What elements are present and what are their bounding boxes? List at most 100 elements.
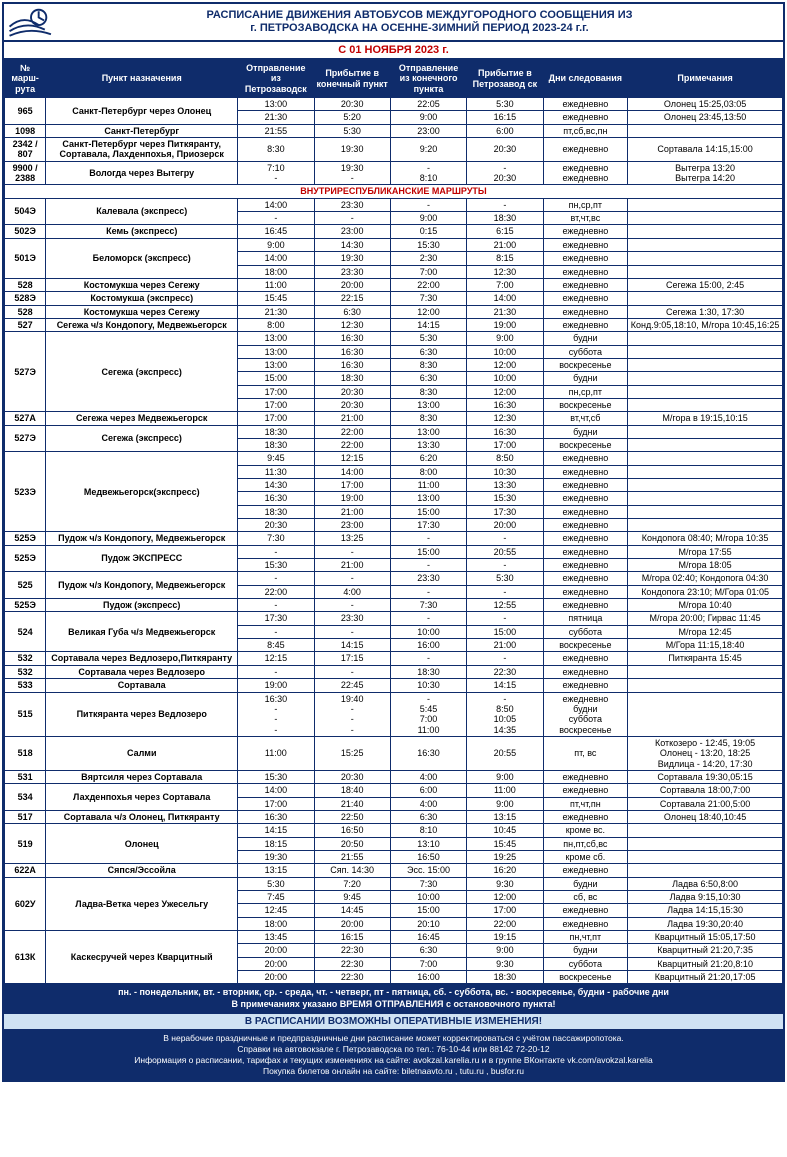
table-row: 502ЭКемь (экспресс)16:4523:000:156:15еже… <box>5 225 783 238</box>
cell <box>628 465 783 478</box>
table-row: 534Лахденпохья через Сортавала14:0018:40… <box>5 784 783 797</box>
cell: 504Э <box>5 198 46 225</box>
cell: 22:50 <box>314 810 390 823</box>
cell: Кондопога 23:10; М/Гора 01:05 <box>628 585 783 598</box>
cell: 15:30 <box>467 492 543 505</box>
cell: 19:00 <box>238 679 314 692</box>
cell: - <box>238 625 314 638</box>
cell: 6:00 <box>390 784 466 797</box>
cell: 6:00 <box>467 124 543 137</box>
cell: 12:45 <box>238 904 314 917</box>
cell: Сегежа 1:30, 17:30 <box>628 305 783 318</box>
cell: Пудож ч/з Кондопогу, Медвежьегорск <box>46 532 238 545</box>
cell: - <box>467 532 543 545</box>
cell <box>628 837 783 850</box>
col-dep2: Отправление из конечного пункта <box>390 60 466 98</box>
cell: 23:30 <box>390 572 466 585</box>
cell: 17:00 <box>467 904 543 917</box>
table-row: 613ККаскесручей через Кварцитный13:4516:… <box>5 931 783 944</box>
cell: Питкяранта 15:45 <box>628 652 783 665</box>
cell: кроме вс. <box>543 824 628 837</box>
cell: 10:00 <box>390 891 466 904</box>
cell: 16:15 <box>314 931 390 944</box>
cell: ежедневно <box>543 585 628 598</box>
table-row: 518Салми11:0015:2516:3020:55пт, всКоткоз… <box>5 736 783 770</box>
cell: 9:00 <box>467 944 543 957</box>
cell: 8:00 <box>238 318 314 331</box>
cell: пн,ср,пт <box>543 385 628 398</box>
cell: Костомукша через Сегежу <box>46 278 238 291</box>
cell: 12:30 <box>467 265 543 278</box>
cell: 21:55 <box>238 124 314 137</box>
cell: ежедневно <box>543 479 628 492</box>
col-dest: Пункт назначения <box>46 60 238 98</box>
cell: ежедневно <box>543 679 628 692</box>
cell: 9:00 <box>467 770 543 783</box>
cell: - <box>467 198 543 211</box>
cell: 20:00 <box>314 278 390 291</box>
cell <box>628 252 783 265</box>
cell: 22:45 <box>314 679 390 692</box>
cell: ежедневно <box>543 864 628 877</box>
cell: 22:05 <box>390 98 466 111</box>
cell: Медвежьегорск(экспресс) <box>46 452 238 532</box>
cell: Каскесручей через Кварцитный <box>46 931 238 984</box>
cell: Пудож (экспресс) <box>46 599 238 612</box>
cell: 6:30 <box>390 810 466 823</box>
cell: 532 <box>5 665 46 678</box>
cell: 525Э <box>5 599 46 612</box>
footer-info: В нерабочие праздничные и предпраздничны… <box>4 1030 783 1080</box>
cell: 16:50 <box>314 824 390 837</box>
col-dep: Отправление из Петрозаводск <box>238 60 314 98</box>
cell: - <box>238 545 314 558</box>
table-row: 602УЛадва-Ветка через Ужесельгу5:307:207… <box>5 877 783 890</box>
table-row: 525ЭПудож (экспресс)--7:3012:55ежедневно… <box>5 599 783 612</box>
cell: 5:20 <box>314 111 390 124</box>
cell: 8:50 <box>467 452 543 465</box>
cell: 21:30 <box>238 305 314 318</box>
table-row: 527ЭСегежа (экспресс)13:0016:305:309:00б… <box>5 332 783 345</box>
cell: Ладва 9:15,10:30 <box>628 891 783 904</box>
cell: кроме сб. <box>543 850 628 863</box>
table-row: 519Олонец14:1516:508:1010:45кроме вс. <box>5 824 783 837</box>
cell: Костомукша (экспресс) <box>46 292 238 305</box>
cell: 22:30 <box>314 944 390 957</box>
cell: Пудож ЭКСПРЕСС <box>46 545 238 572</box>
table-row: 532Сортавала через Ведлозеро--18:3022:30… <box>5 665 783 678</box>
cell: вт,чт,вс <box>543 212 628 225</box>
cell: 528 <box>5 278 46 291</box>
cell: 17:00 <box>238 398 314 411</box>
cell: 22:30 <box>314 971 390 984</box>
cell: пн,чт,пт <box>543 931 628 944</box>
cell: 6:30 <box>390 944 466 957</box>
cell: -8:5010:0514:35 <box>467 692 543 736</box>
cell: 18:30 <box>390 665 466 678</box>
cell: 13:25 <box>314 532 390 545</box>
table-row: 622АСяпся/Эссойла13:15Сяп. 14:30Эсс. 15:… <box>5 864 783 877</box>
cell: 20:00 <box>238 957 314 970</box>
cell: воскресенье <box>543 639 628 652</box>
republic-rows: 504ЭКалевала (экспресс)14:0023:30--пн,ср… <box>5 198 783 984</box>
cell: 17:00 <box>238 385 314 398</box>
cell: - <box>314 625 390 638</box>
cell: 12:00 <box>467 358 543 371</box>
cell: 14:00 <box>238 252 314 265</box>
cell: - <box>390 585 466 598</box>
cell: Сортавала через Ведлозеро <box>46 665 238 678</box>
cell <box>628 519 783 532</box>
cell: 524 <box>5 612 46 652</box>
cell: 12:15 <box>238 652 314 665</box>
cell: Коткозеро - 12:45, 19:05Олонец - 13:20, … <box>628 736 783 770</box>
col-route: № марш-рута <box>5 60 46 98</box>
cell: 527Э <box>5 425 46 452</box>
cell: 17:00 <box>314 479 390 492</box>
cell: Ладва 14:15,15:30 <box>628 904 783 917</box>
cell <box>628 265 783 278</box>
cell: 17:00 <box>467 438 543 451</box>
col-arr2: Прибытие в Петрозавод ск <box>467 60 543 98</box>
cell: 16:30 <box>390 736 466 770</box>
cell: 14:15 <box>314 639 390 652</box>
cell: 21:00 <box>314 412 390 425</box>
cell: 15:30 <box>238 559 314 572</box>
cell: 17:30 <box>390 519 466 532</box>
